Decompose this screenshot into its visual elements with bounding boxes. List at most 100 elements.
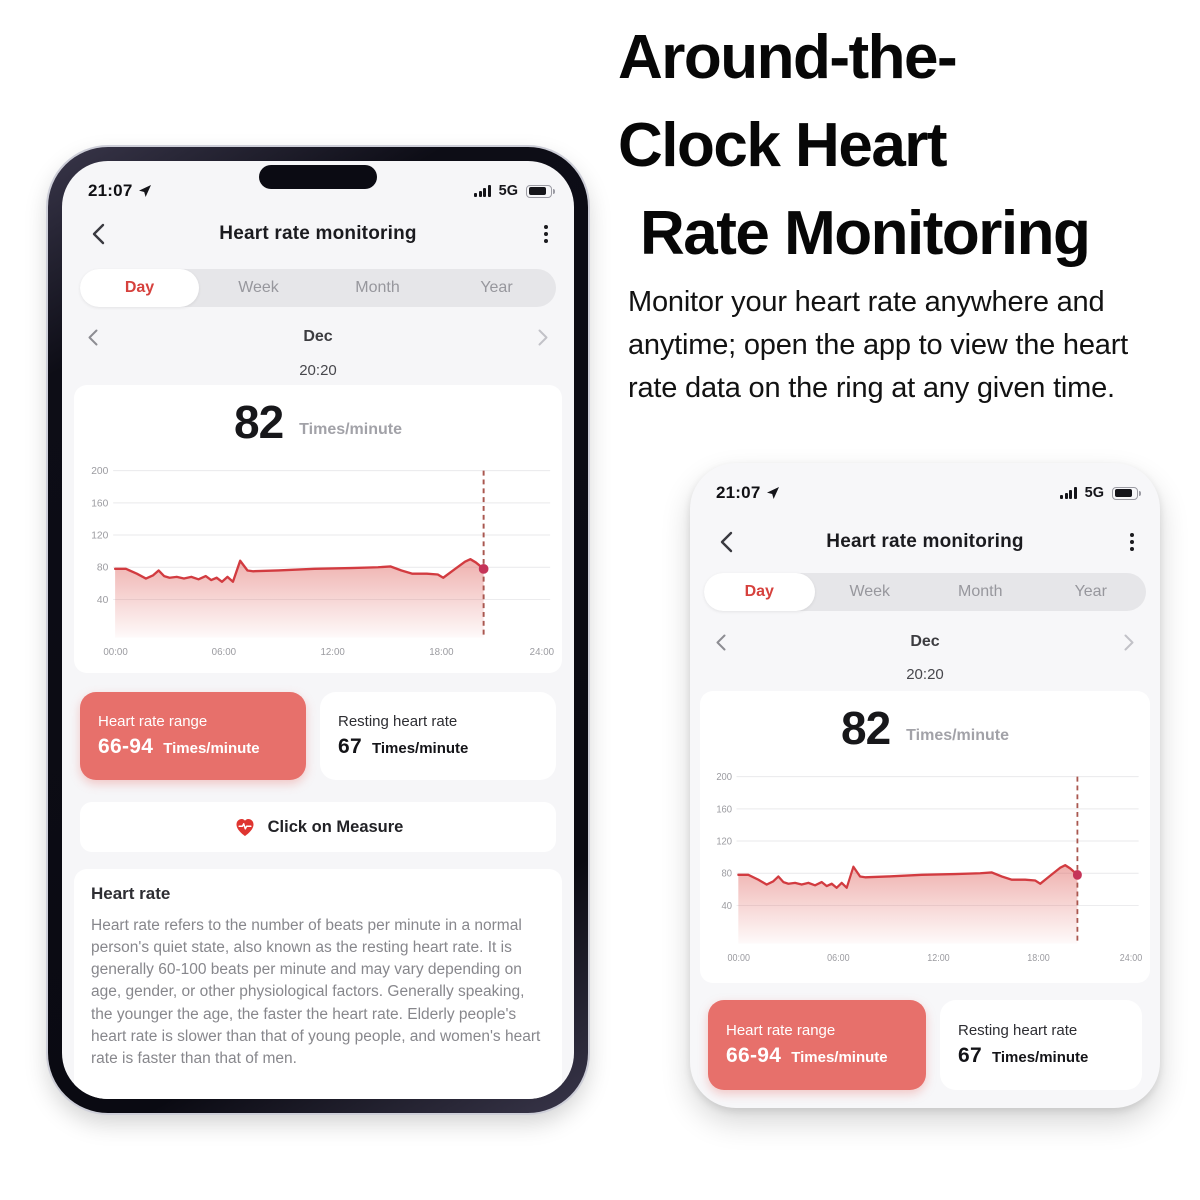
status-time: 21:07 xyxy=(716,483,761,502)
heart-rate-chart-card: 82 Times/minute 200 160 120 80 40 00:00 06:00 1… xyxy=(74,385,562,673)
dynamic-island xyxy=(259,165,377,189)
svg-text:200: 200 xyxy=(91,466,108,477)
location-arrow-icon xyxy=(767,487,780,499)
measure-button[interactable]: Click on Measure xyxy=(80,802,556,852)
tab-week[interactable]: Week xyxy=(849,583,891,600)
svg-text:40: 40 xyxy=(97,595,109,606)
svg-text:24:00: 24:00 xyxy=(1120,952,1142,963)
app-screen: 21:07 5G Heart rate monitoring Day Wee xyxy=(62,161,574,1099)
svg-text:40: 40 xyxy=(722,901,733,912)
period-tabs: Day Week Month Year xyxy=(80,269,556,307)
tab-year[interactable]: Year xyxy=(480,279,513,296)
page-title: Around-the- Clock Heart Rate Monitoring xyxy=(618,14,1091,278)
svg-text:160: 160 xyxy=(716,804,732,815)
battery-icon xyxy=(526,184,555,198)
back-button[interactable] xyxy=(92,223,105,245)
resting-heart-rate-card: Resting heart rate 67 Times/minute xyxy=(940,1000,1142,1090)
page-title-line: Clock Heart xyxy=(618,111,948,181)
nav-bar: Heart rate monitoring xyxy=(690,525,1160,559)
svg-text:80: 80 xyxy=(722,868,733,879)
kebab-menu-icon[interactable] xyxy=(544,225,548,243)
location-arrow-icon xyxy=(139,185,152,197)
heart-rate-range-card: Heart rate range 66-94 Times/minute xyxy=(80,692,306,780)
heart-rate-chart-card: 82 Times/minute 200 160 120 80 40 00:00 06:00 1… xyxy=(700,691,1150,983)
battery-icon xyxy=(1112,486,1141,500)
svg-text:120: 120 xyxy=(91,530,108,541)
current-reading: 82 Times/minute xyxy=(74,399,562,445)
next-date-button[interactable] xyxy=(538,329,548,346)
svg-text:160: 160 xyxy=(91,498,108,509)
signal-bars-icon xyxy=(1060,487,1077,499)
page-title-line: Rate Monitoring xyxy=(640,199,1091,269)
network-type-label: 5G xyxy=(1084,485,1104,501)
phone-mockup-left: 21:07 5G Heart rate monitoring Day Wee xyxy=(48,147,588,1113)
tab-year[interactable]: Year xyxy=(1074,583,1107,600)
nav-bar: Heart rate monitoring xyxy=(62,217,574,251)
status-bar: 21:07 5G xyxy=(690,463,1160,509)
kebab-menu-icon[interactable] xyxy=(1130,533,1134,551)
info-card-title: Heart rate xyxy=(91,884,171,903)
resting-heart-rate-card: Resting heart rate 67 Times/minute xyxy=(320,692,556,780)
svg-text:00:00: 00:00 xyxy=(728,952,750,963)
resting-card-value: 67 xyxy=(958,1044,982,1067)
svg-text:12:00: 12:00 xyxy=(927,952,949,963)
period-tabs: Day Week Month Year xyxy=(704,573,1146,611)
tab-month[interactable]: Month xyxy=(958,583,1003,600)
status-time: 21:07 xyxy=(88,181,133,200)
stat-cards-row: Heart rate range 66-94 Times/minute Rest… xyxy=(708,1000,1142,1090)
tab-week[interactable]: Week xyxy=(238,279,279,296)
svg-text:06:00: 06:00 xyxy=(827,952,849,963)
signal-bars-icon xyxy=(474,185,491,197)
tab-day[interactable]: Day xyxy=(80,269,199,307)
back-chevron-icon xyxy=(720,531,733,553)
resting-card-unit: Times/minute xyxy=(991,1049,1089,1066)
current-bpm-unit: Times/minute xyxy=(906,727,1009,744)
range-card-title: Heart rate range xyxy=(726,1022,836,1039)
svg-text:200: 200 xyxy=(716,772,732,783)
svg-text:80: 80 xyxy=(97,563,109,574)
page-subtitle: Monitor your heart rate anywhere and any… xyxy=(628,286,1129,405)
phone-mockup-right: 21:07 5G Heart rate monitoring Day Wee xyxy=(690,463,1160,1108)
range-card-unit: Times/minute xyxy=(791,1049,888,1066)
prev-date-button[interactable] xyxy=(88,329,98,346)
screen-title: Heart rate monitoring xyxy=(219,223,417,244)
selected-time-label: 20:20 xyxy=(299,362,337,379)
current-bpm-value: 82 xyxy=(840,702,891,754)
prev-date-button[interactable] xyxy=(716,634,726,651)
heart-rate-line-chart[interactable]: 200 160 120 80 40 00:00 06:00 12:00 18:00 24:00 xyxy=(80,453,556,665)
date-label: Dec xyxy=(910,633,940,650)
svg-text:18:00: 18:00 xyxy=(1027,952,1049,963)
svg-text:06:00: 06:00 xyxy=(212,647,237,658)
selected-time-label: 20:20 xyxy=(906,666,944,683)
range-card-value: 66-94 xyxy=(726,1044,782,1067)
svg-text:120: 120 xyxy=(716,836,732,847)
back-button[interactable] xyxy=(720,531,733,553)
prev-chevron-icon xyxy=(88,329,98,345)
next-chevron-icon xyxy=(538,329,548,345)
tab-month[interactable]: Month xyxy=(355,279,400,296)
resting-card-title: Resting heart rate xyxy=(958,1022,1078,1039)
svg-text:18:00: 18:00 xyxy=(429,647,454,658)
network-type-label: 5G xyxy=(498,183,518,199)
range-card-unit: Times/minute xyxy=(163,740,260,757)
svg-text:12:00: 12:00 xyxy=(320,647,345,658)
resting-card-unit: Times/minute xyxy=(371,740,469,757)
current-bpm-value: 82 xyxy=(233,396,284,448)
resting-card-value: 67 xyxy=(338,735,362,758)
page-title-line: Around-the- xyxy=(618,23,958,92)
next-date-button[interactable] xyxy=(1124,634,1134,651)
heart-pulse-icon xyxy=(236,819,254,836)
current-reading: 82 Times/minute xyxy=(700,705,1150,751)
measure-button-label: Click on Measure xyxy=(267,817,404,836)
date-label: Dec xyxy=(303,328,333,345)
tab-day[interactable]: Day xyxy=(704,573,815,611)
screen-title: Heart rate monitoring xyxy=(826,531,1024,552)
resting-card-title: Resting heart rate xyxy=(338,713,458,730)
info-card-body: Heart rate refers to the number of beats… xyxy=(91,917,541,1067)
date-navigator: Dec xyxy=(62,326,574,348)
range-card-title: Heart rate range xyxy=(98,713,208,730)
stat-cards-row: Heart rate range 66-94 Times/minute Rest… xyxy=(80,692,556,780)
back-chevron-icon xyxy=(92,223,105,245)
heart-rate-line-chart[interactable]: 200 160 120 80 40 00:00 06:00 12:00 18:00 24:00 xyxy=(706,759,1144,971)
